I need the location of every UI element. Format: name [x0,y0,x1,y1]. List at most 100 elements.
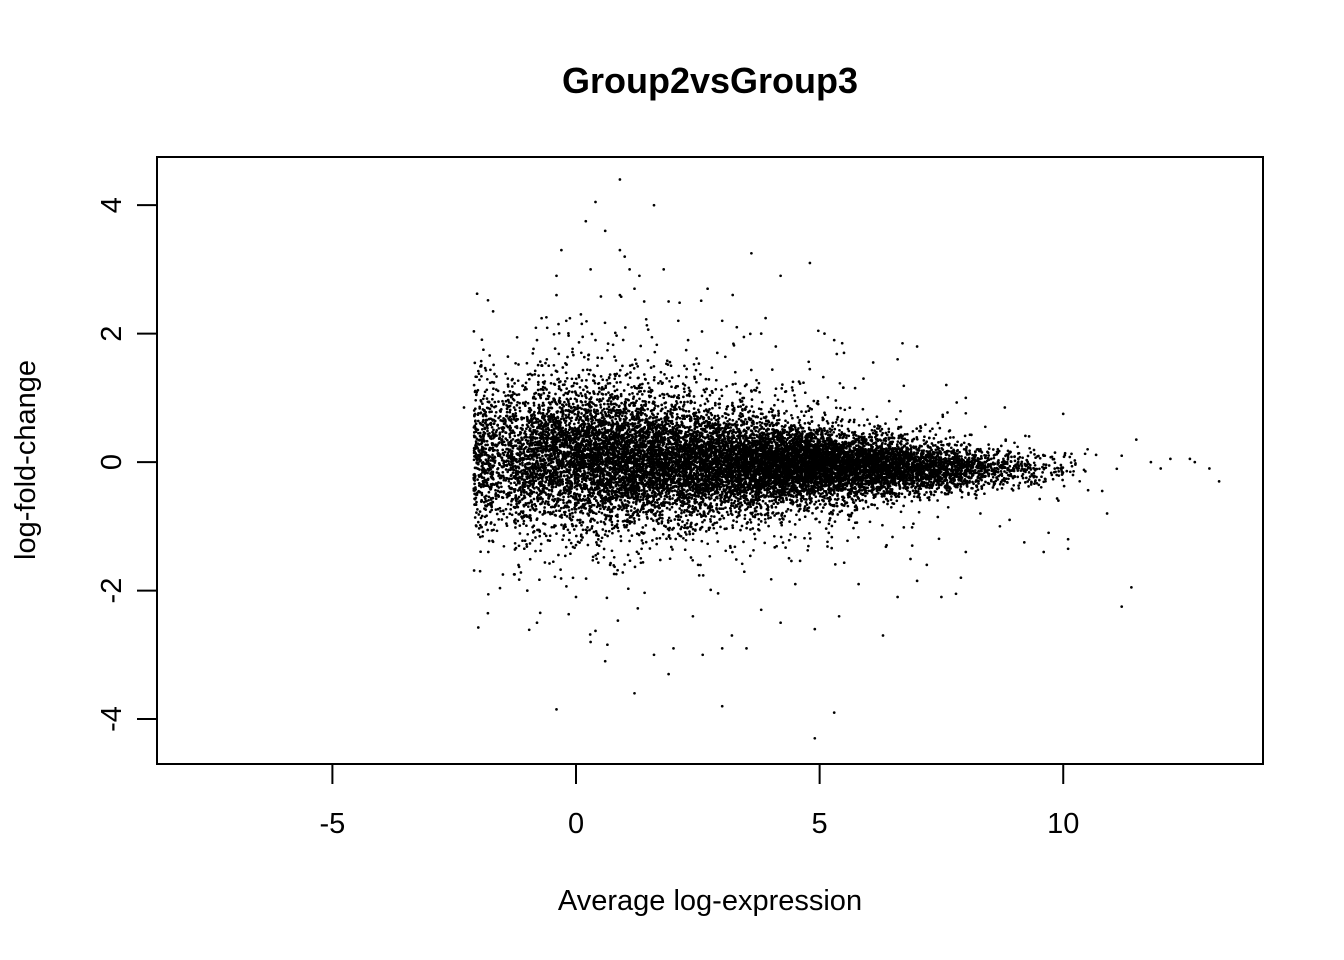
data-point [535,475,538,479]
data-point [487,495,491,499]
data-point [505,464,509,468]
data-point [552,363,556,367]
data-point [541,454,544,458]
data-point [614,359,618,362]
data-point [575,487,579,491]
data-point [520,443,524,447]
data-point [588,528,591,532]
data-point [491,446,495,450]
data-point [526,492,529,496]
data-point [613,402,617,406]
data-point [494,488,497,492]
data-point [488,446,492,450]
data-point [582,469,586,472]
data-point [609,400,613,403]
data-point [503,443,507,447]
data-point [539,411,543,415]
data-point [618,374,621,378]
data-point [560,444,563,448]
data-point [563,474,566,478]
data-point [499,509,502,513]
data-point [650,517,653,521]
data-point [647,400,651,404]
data-point [650,491,654,495]
data-point [538,534,542,538]
data-point [554,417,558,421]
data-point [494,497,498,501]
data-point [686,489,690,492]
data-point [522,457,526,461]
data-point [725,407,728,411]
data-point [520,475,524,478]
data-point [499,481,503,485]
data-point [714,378,718,382]
data-point [557,491,561,494]
data-point [562,534,566,537]
data-point [572,528,576,531]
data-point [549,452,553,455]
data-point [589,411,592,415]
data-point [535,491,539,495]
data-point [492,428,495,432]
data-point [487,490,491,494]
data-point [532,401,536,405]
data-point [581,368,585,372]
data-point [680,511,683,515]
data-point [561,412,565,416]
data-point [510,431,514,435]
data-point [554,445,557,449]
data-point [587,471,591,475]
data-point [578,518,582,522]
data-point [660,513,664,517]
data-point [736,405,740,409]
data-point [646,407,650,411]
data-point [761,499,765,503]
data-point [571,410,575,414]
data-point [619,380,622,384]
data-point [518,524,522,527]
data-point [576,499,580,502]
data-point [563,510,567,514]
data-point [478,405,482,409]
data-point [499,410,502,413]
data-point [759,417,763,421]
data-point [490,425,494,429]
data-point [526,454,530,458]
data-point [575,393,578,397]
data-point [510,499,513,503]
data-point [610,419,614,422]
data-point [473,451,476,454]
data-point [491,393,495,396]
data-point [529,470,532,474]
data-point [482,418,485,422]
data-point [506,470,510,474]
data-point [478,378,481,382]
data-point [590,517,593,521]
data-point [491,443,494,447]
data-point [486,429,489,433]
data-point [476,419,480,423]
data-point [546,427,550,431]
data-point [486,528,489,532]
data-point [660,520,664,523]
data-point [495,529,499,533]
data-point [485,388,489,392]
data-point [604,501,607,505]
data-point [506,385,510,388]
data-point [502,464,506,468]
data-point [567,538,571,542]
data-point [535,485,538,489]
data-point [518,500,522,504]
data-point [488,410,491,414]
data-point [507,401,511,404]
data-point [624,411,628,414]
data-point [538,510,542,514]
data-point [513,408,517,412]
data-point [501,470,505,474]
data-point [525,435,529,439]
data-point [481,414,485,418]
data-point [563,523,567,526]
data-point [610,523,614,527]
data-point [601,528,605,531]
data-point [614,417,618,421]
